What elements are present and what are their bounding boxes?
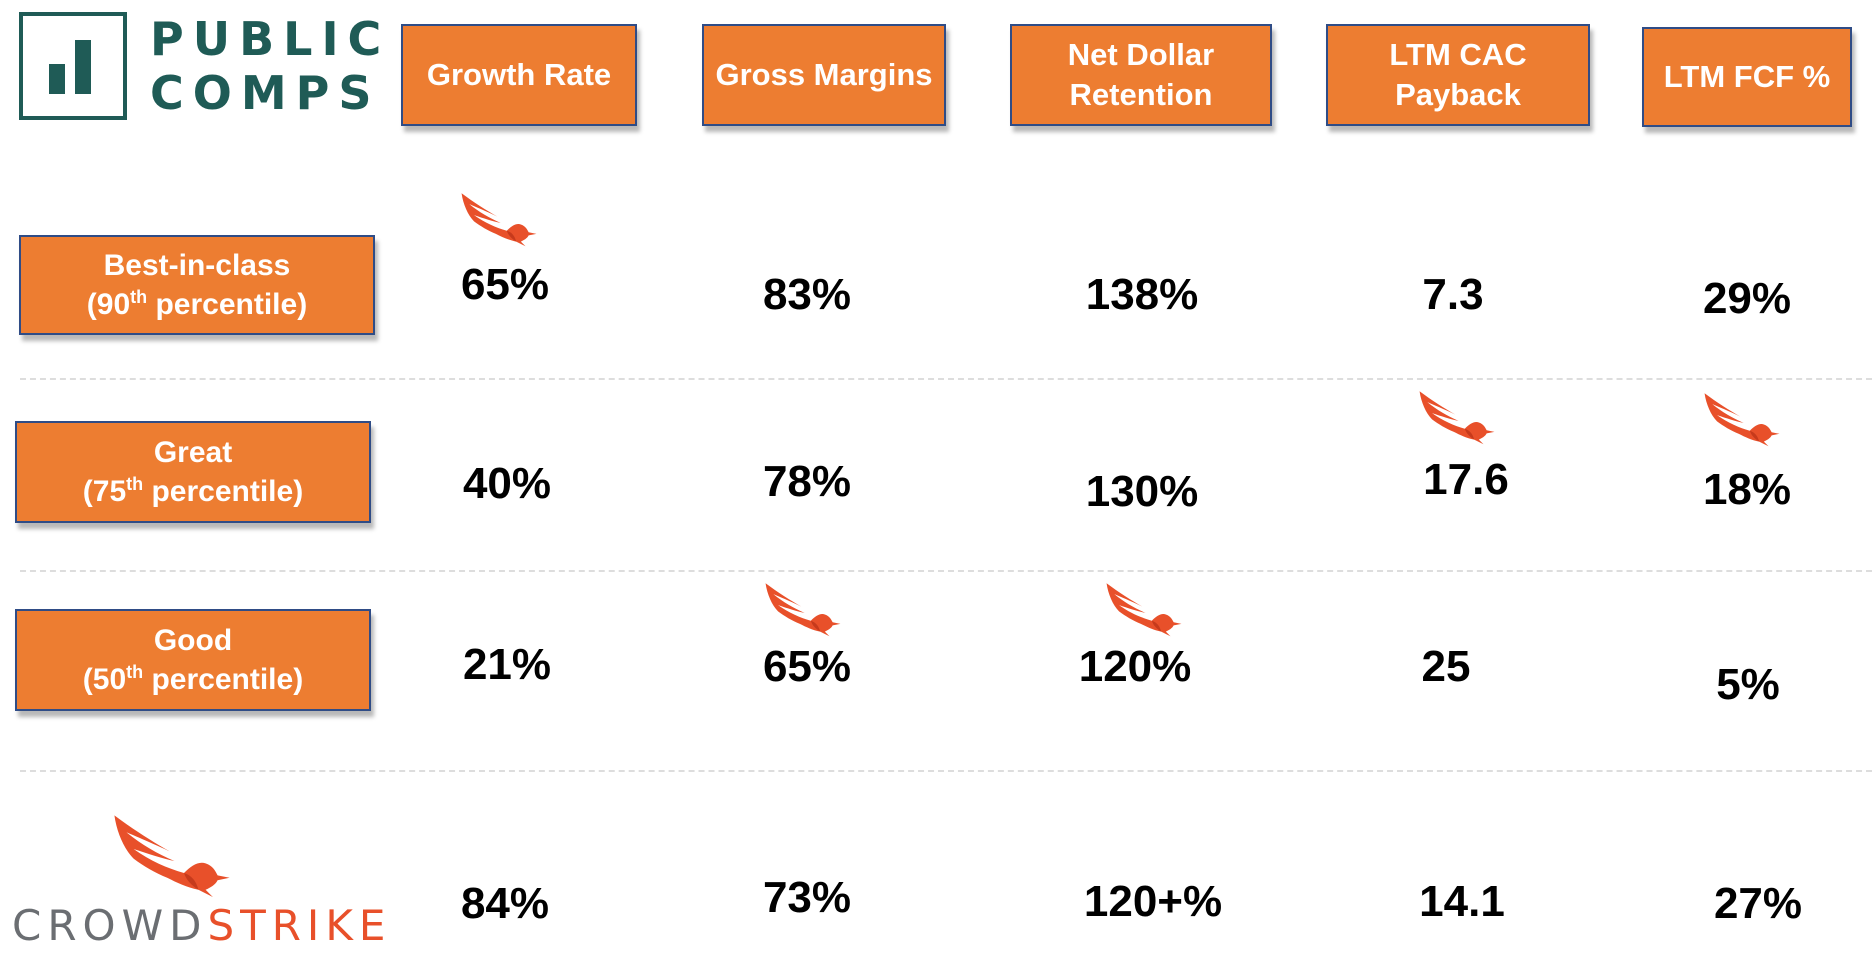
row-label-best-in-class: Best-in-class (90th percentile): [19, 235, 375, 335]
value-good-growth-rate: 21%: [462, 640, 552, 689]
falcon-icon: [1703, 390, 1781, 448]
public-comps-logo-mark: [19, 12, 127, 120]
value-good-gross-margins: 65%: [762, 642, 852, 691]
value-great-gross-margins: 78%: [762, 457, 852, 506]
value-best-gross-margins: 83%: [762, 270, 852, 319]
falcon-icon: [764, 580, 842, 638]
falcon-icon: [1418, 388, 1496, 446]
row-divider: [20, 570, 1872, 572]
row-label-great: Great (75th percentile): [15, 421, 371, 523]
value-crowdstrike-growth-rate: 84%: [460, 879, 550, 928]
value-best-growth-rate: 65%: [460, 260, 550, 309]
value-crowdstrike-cac-payback: 14.1: [1419, 877, 1505, 926]
falcon-icon: [460, 190, 538, 248]
crowdstrike-falcon-icon: [112, 810, 232, 900]
value-good-net-dollar-retention: 120%: [1078, 642, 1192, 691]
logo-line1: PUBLIC: [150, 12, 391, 66]
value-great-growth-rate: 40%: [462, 459, 552, 508]
value-good-cac-payback: 25: [1421, 642, 1471, 691]
row-divider: [20, 378, 1872, 380]
value-best-fcf: 29%: [1702, 274, 1792, 323]
header-net-dollar-retention: Net Dollar Retention: [1010, 24, 1272, 126]
value-great-cac-payback: 17.6: [1423, 455, 1509, 504]
value-best-net-dollar-retention: 138%: [1085, 270, 1199, 319]
value-best-cac-payback: 7.3: [1422, 270, 1484, 319]
crowdstrike-wordmark: CROWDSTRIKE: [12, 901, 392, 950]
value-crowdstrike-gross-margins: 73%: [762, 873, 852, 922]
value-great-net-dollar-retention: 130%: [1085, 467, 1199, 516]
row-label-good: Good (50th percentile): [15, 609, 371, 711]
value-great-fcf: 18%: [1702, 465, 1792, 514]
value-crowdstrike-fcf: 27%: [1713, 879, 1803, 928]
value-good-fcf: 5%: [1716, 660, 1780, 709]
falcon-icon: [1105, 580, 1183, 638]
header-ltm-cac-payback: LTM CAC Payback: [1326, 24, 1590, 126]
header-growth-rate: Growth Rate: [401, 24, 637, 126]
header-gross-margins: Gross Margins: [702, 24, 946, 126]
header-ltm-fcf: LTM FCF %: [1642, 27, 1852, 127]
value-crowdstrike-net-dollar-retention: 120+%: [1083, 877, 1223, 926]
logo-line2: COMPS: [150, 66, 381, 120]
row-divider: [20, 770, 1872, 772]
